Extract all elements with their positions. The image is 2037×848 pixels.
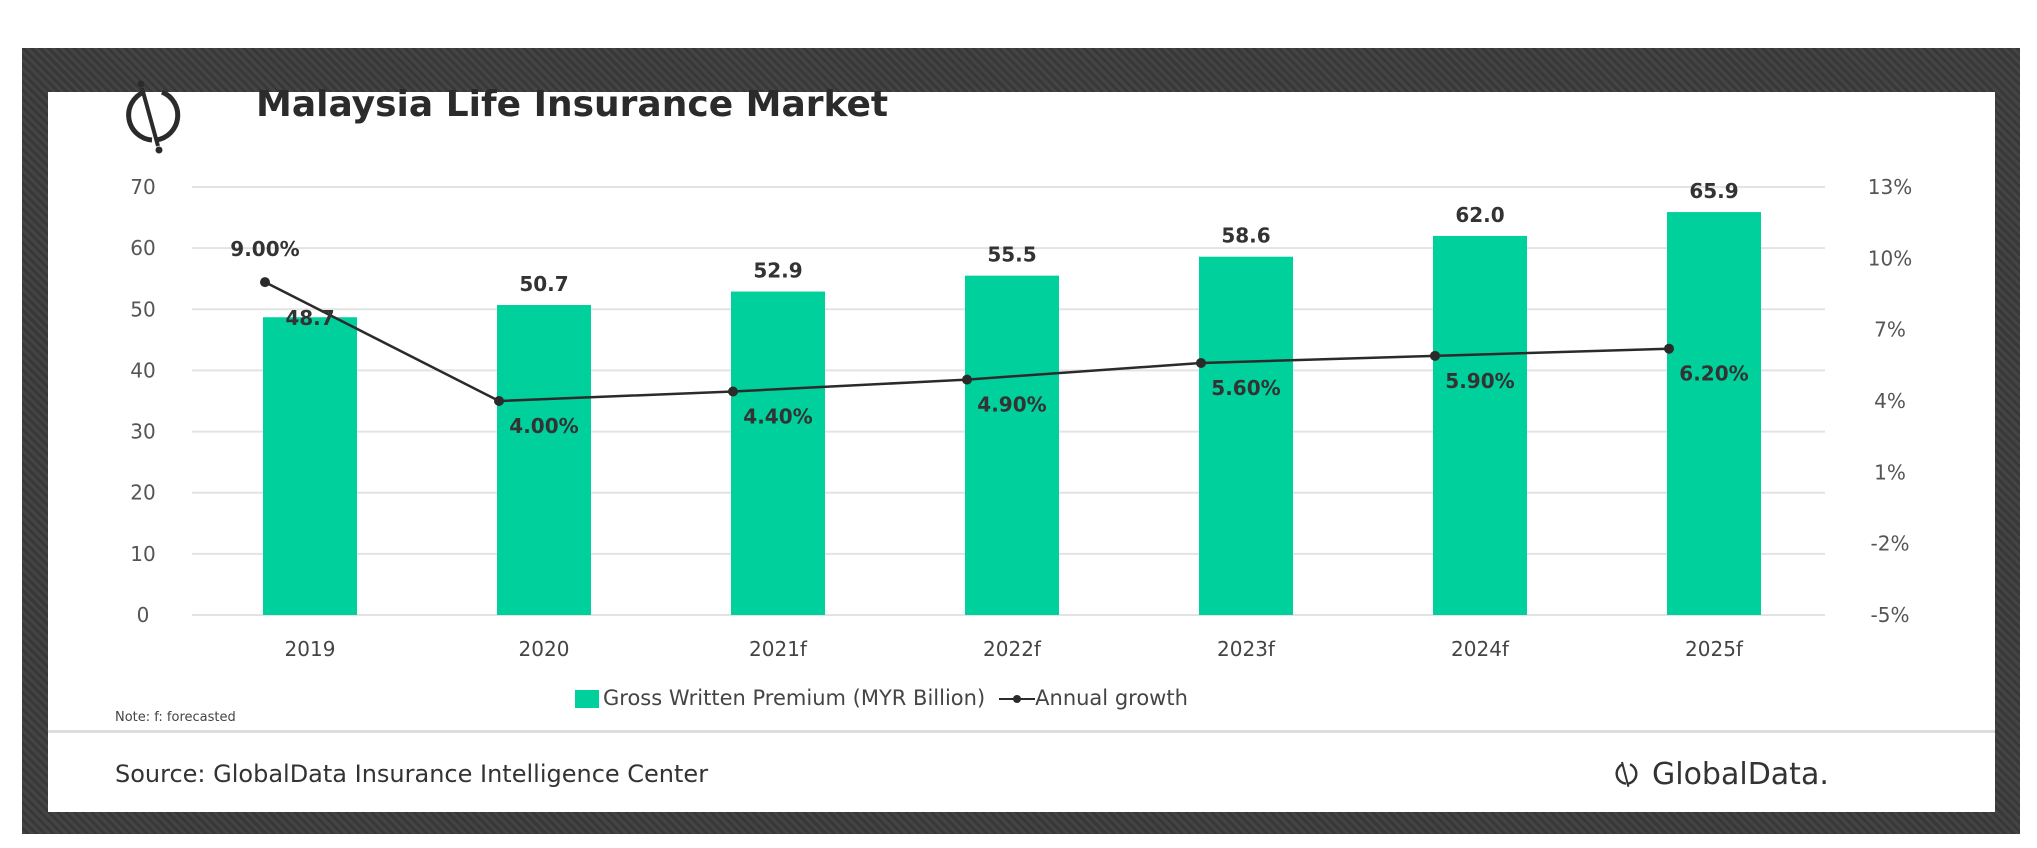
bar-value-label: 65.9 — [1689, 179, 1738, 203]
growth-point — [1430, 350, 1440, 361]
growth-value-label: 5.90% — [1445, 369, 1514, 393]
source-text: Source: GlobalData Insurance Intelligenc… — [115, 760, 709, 788]
growth-point — [494, 396, 504, 406]
bar — [1667, 212, 1761, 615]
y-right-tick: -5% — [1871, 603, 1910, 627]
y-left-tick: 70 — [130, 175, 155, 199]
chart-title: Malaysia Life Insurance Market — [256, 84, 889, 125]
growth-point — [1196, 357, 1206, 368]
y-right-tick: 7% — [1874, 318, 1906, 342]
divider — [48, 730, 1995, 733]
brand-logo: GlobalData. — [1610, 752, 1829, 796]
x-tick-label: 2025f — [1685, 637, 1744, 661]
growth-value-label: 6.20% — [1679, 362, 1748, 386]
bar — [497, 305, 591, 615]
growth-point — [962, 374, 972, 385]
y-left-tick: 10 — [130, 542, 155, 566]
legend-label-growth: Annual growth — [1035, 686, 1188, 710]
legend-swatch-bar — [575, 690, 599, 708]
bar-value-label: 62.0 — [1455, 203, 1504, 227]
bar-value-label: 58.6 — [1221, 224, 1270, 248]
y-right-tick: 4% — [1874, 389, 1906, 413]
bar-value-label: 50.7 — [519, 272, 568, 296]
growth-value-label: 4.00% — [509, 414, 578, 438]
x-tick-label: 2024f — [1451, 637, 1510, 661]
y-left-tick: 20 — [130, 481, 155, 505]
globaldata-logo-icon — [126, 80, 181, 154]
bar — [263, 317, 357, 615]
bar — [731, 291, 825, 615]
growth-point — [260, 277, 270, 288]
bar-value-label: 52.9 — [753, 259, 802, 283]
globaldata-logo-icon — [1615, 761, 1638, 788]
legend: Gross Written Premium (MYR Billion) Annu… — [575, 686, 1188, 710]
growth-value-label: 4.90% — [977, 393, 1046, 417]
y-left-tick: 60 — [130, 236, 155, 260]
y-right-tick: 1% — [1874, 460, 1906, 484]
growth-value-label: 9.00% — [230, 237, 299, 261]
y-right-tick: 10% — [1868, 246, 1912, 270]
x-tick-label: 2019 — [285, 637, 336, 661]
bar — [965, 275, 1059, 615]
brand-name: GlobalData. — [1652, 756, 1829, 792]
legend-swatch-line — [999, 695, 1036, 703]
y-left-tick: 30 — [130, 420, 155, 444]
y-right-tick: -2% — [1871, 532, 1910, 556]
x-tick-label: 2020 — [519, 637, 570, 661]
growth-value-label: 5.60% — [1211, 376, 1280, 400]
growth-point — [1664, 343, 1674, 354]
legend-label-gwp: Gross Written Premium (MYR Billion) — [603, 686, 986, 710]
y-left-tick: 50 — [130, 297, 155, 321]
legend-item-gwp: Gross Written Premium (MYR Billion) — [575, 686, 985, 710]
x-tick-label: 2021f — [749, 637, 808, 661]
note: Note: f: forecasted — [115, 710, 236, 725]
bar-value-label: 48.7 — [285, 306, 334, 330]
y-left-tick: 0 — [137, 603, 150, 627]
bar — [1433, 235, 1527, 615]
legend-item-growth: Annual growth — [999, 686, 1188, 710]
x-tick-label: 2022f — [983, 637, 1042, 661]
growth-value-label: 4.40% — [743, 404, 812, 428]
bar — [1199, 256, 1293, 615]
y-right-tick: 13% — [1868, 175, 1912, 199]
x-tick-label: 2023f — [1217, 637, 1276, 661]
y-left-tick: 40 — [130, 358, 155, 382]
growth-point — [728, 386, 738, 397]
bar-value-label: 55.5 — [987, 243, 1036, 267]
